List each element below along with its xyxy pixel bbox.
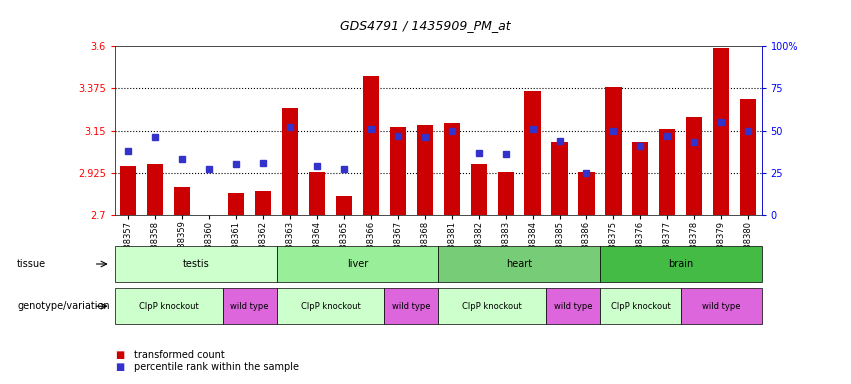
Bar xyxy=(282,108,298,215)
Text: ClpP knockout: ClpP knockout xyxy=(139,302,198,311)
Bar xyxy=(713,48,729,215)
Text: wild type: wild type xyxy=(554,302,592,311)
Text: GDS4791 / 1435909_PM_at: GDS4791 / 1435909_PM_at xyxy=(340,19,511,32)
Bar xyxy=(579,172,595,215)
Text: wild type: wild type xyxy=(392,302,431,311)
Bar xyxy=(363,76,379,215)
Bar xyxy=(551,142,568,215)
Text: ClpP knockout: ClpP knockout xyxy=(300,302,360,311)
Bar xyxy=(471,164,487,215)
Text: ■: ■ xyxy=(115,350,124,360)
Text: ■: ■ xyxy=(115,362,124,372)
Text: ClpP knockout: ClpP knockout xyxy=(462,302,522,311)
Bar xyxy=(740,99,757,215)
Text: genotype/variation: genotype/variation xyxy=(17,301,110,311)
Text: brain: brain xyxy=(668,259,694,269)
Text: heart: heart xyxy=(506,259,532,269)
Text: wild type: wild type xyxy=(231,302,269,311)
Bar xyxy=(632,142,648,215)
Bar xyxy=(228,192,244,215)
Text: tissue: tissue xyxy=(17,259,46,269)
Bar xyxy=(660,129,676,215)
Bar xyxy=(443,123,460,215)
Bar xyxy=(255,190,271,215)
Bar xyxy=(605,88,621,215)
Bar xyxy=(524,91,540,215)
Text: testis: testis xyxy=(182,259,209,269)
Text: liver: liver xyxy=(347,259,368,269)
Bar xyxy=(417,125,433,215)
Bar xyxy=(120,166,136,215)
Bar xyxy=(498,172,514,215)
Bar xyxy=(336,196,352,215)
Text: transformed count: transformed count xyxy=(134,350,225,360)
Text: ClpP knockout: ClpP knockout xyxy=(610,302,671,311)
Text: wild type: wild type xyxy=(702,302,740,311)
Bar xyxy=(309,172,325,215)
Bar xyxy=(147,164,163,215)
Bar xyxy=(686,118,702,215)
Bar xyxy=(174,187,191,215)
Bar xyxy=(390,127,406,215)
Text: percentile rank within the sample: percentile rank within the sample xyxy=(134,362,299,372)
